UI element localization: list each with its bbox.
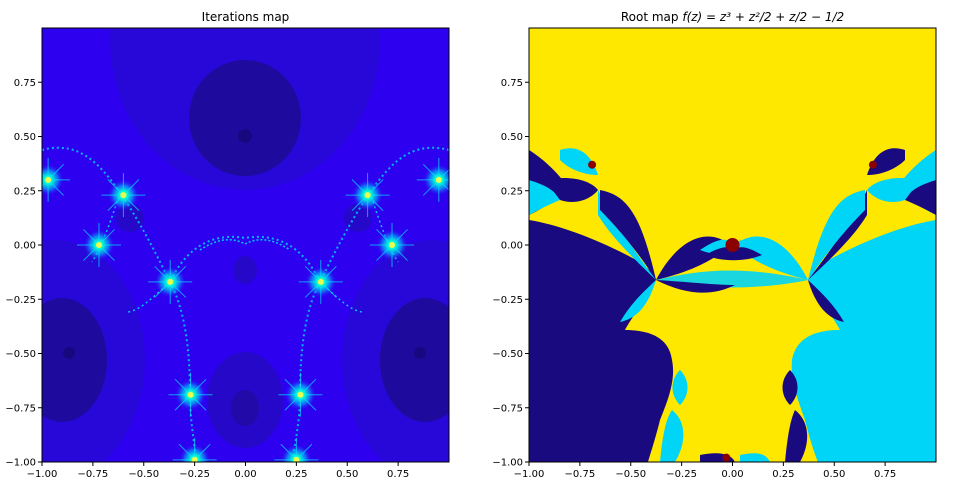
x-tick-label: 0.25 (285, 469, 307, 480)
x-tick-label: 0.75 (387, 469, 409, 480)
root-map-x-ticks: −1.00 −0.75 −0.50 −0.25 0.00 0.25 0.50 0.75 (514, 462, 896, 480)
x-tick-label: −0.25 (179, 469, 210, 480)
iterations-map-y-ticks: 0.75 0.50 0.25 0.00 −0.25 −0.50 −0.75 −1.00 (5, 78, 42, 469)
special-points-group (588, 160, 877, 462)
x-tick-label: −0.75 (565, 469, 596, 480)
x-tick-label: −1.00 (514, 469, 545, 480)
x-tick-label: −1.00 (27, 469, 58, 480)
bright-point (345, 173, 390, 218)
x-tick-label: 0.50 (823, 469, 845, 480)
iterations-map-title: Iterations map (202, 10, 290, 24)
root-map-panel: Root map f(z) = z³ + z²/2 + z/2 − 1/2 −1… (492, 10, 937, 480)
y-tick-label: 0.25 (14, 186, 36, 197)
y-tick-label: 0.50 (14, 132, 36, 143)
y-tick-label: −1.00 (5, 458, 36, 469)
x-tick-label: −0.50 (128, 469, 159, 480)
iterations-map-panel: Iterations map −1.00 −0.75 −0.50 −0.25 0.00 0… (5, 10, 450, 480)
root-map-y-ticks: 0.75 0.50 0.25 0.00 −0.25 −0.50 −0.75 −1.00 (492, 78, 529, 469)
x-tick-label: 0.00 (234, 469, 256, 480)
x-tick-label: 0.00 (721, 469, 743, 480)
x-tick-label: 0.75 (874, 469, 896, 480)
bright-point (278, 372, 323, 417)
y-tick-label: −1.00 (492, 458, 523, 469)
y-tick-label: −0.75 (492, 403, 523, 414)
x-tick-label: −0.50 (615, 469, 646, 480)
y-tick-label: −0.25 (492, 295, 523, 306)
y-tick-label: 0.00 (14, 241, 36, 252)
special-point (868, 160, 877, 169)
bright-point (370, 223, 415, 267)
bright-point (172, 437, 217, 462)
y-tick-label: 0.75 (501, 78, 523, 89)
y-tick-label: −0.25 (5, 295, 36, 306)
y-tick-label: −0.75 (5, 403, 36, 414)
special-point (725, 238, 740, 252)
bright-point (274, 437, 319, 462)
x-tick-label: 0.50 (336, 469, 358, 480)
special-point (722, 453, 731, 462)
bright-points-group (42, 157, 449, 462)
root-map-title-formula: f(z) = z³ + z²/2 + z/2 − 1/2 (682, 10, 844, 24)
iterations-map-x-ticks: −1.00 −0.75 −0.50 −0.25 0.00 0.25 0.50 0.75 (27, 462, 409, 480)
y-tick-label: 0.50 (501, 132, 523, 143)
y-tick-label: −0.50 (5, 349, 36, 360)
x-tick-label: −0.25 (666, 469, 697, 480)
x-tick-label: 0.25 (772, 469, 794, 480)
y-tick-label: 0.00 (501, 241, 523, 252)
bright-point (76, 223, 121, 267)
bright-point (42, 157, 71, 202)
bright-point (168, 372, 213, 417)
bright-point (416, 157, 449, 202)
root-map-image (529, 28, 936, 462)
y-tick-label: 0.25 (501, 186, 523, 197)
iterations-map-image (42, 28, 449, 462)
bright-point (298, 259, 343, 304)
root-map-title: Root map f(z) = z³ + z²/2 + z/2 − 1/2 (621, 10, 844, 24)
root-map-title-text: Root map (621, 10, 679, 24)
y-tick-label: −0.50 (492, 349, 523, 360)
bright-point (101, 173, 146, 218)
y-tick-label: 0.75 (14, 78, 36, 89)
x-tick-label: −0.75 (78, 469, 109, 480)
bright-point (148, 259, 193, 304)
special-point (588, 160, 597, 169)
